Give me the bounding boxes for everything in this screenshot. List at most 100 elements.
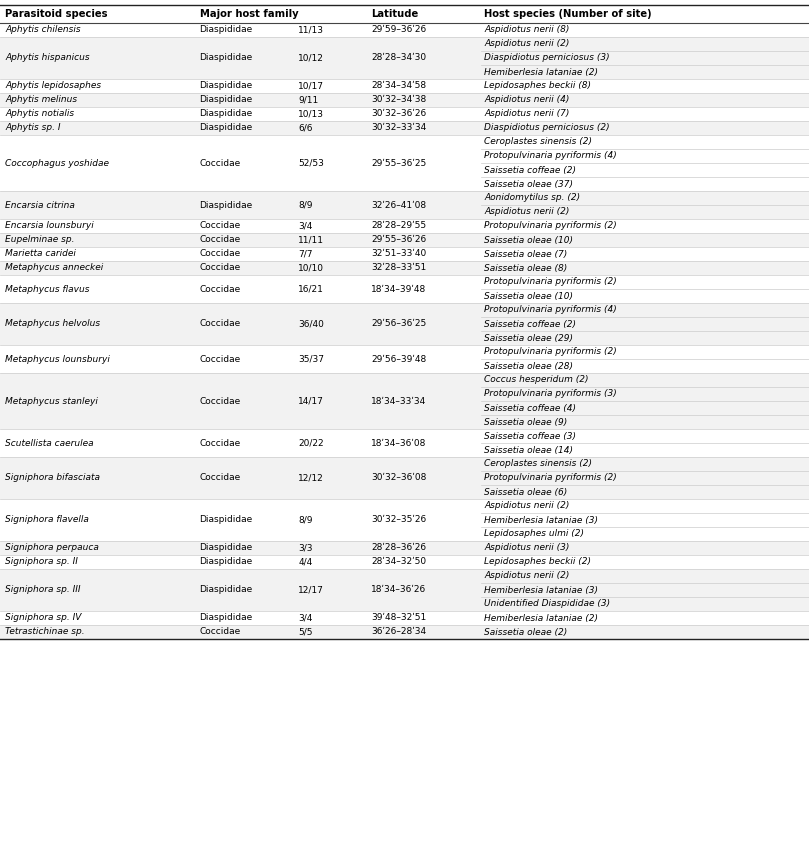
Text: 32ʹ26–41ʹ08: 32ʹ26–41ʹ08 bbox=[371, 201, 426, 209]
Text: Parasitoid species: Parasitoid species bbox=[6, 9, 108, 19]
Bar bbox=[0, 37, 809, 79]
Text: 32ʹ28–33ʹ51: 32ʹ28–33ʹ51 bbox=[371, 263, 426, 273]
Text: Aphytis notialis: Aphytis notialis bbox=[6, 109, 74, 119]
Text: 6/6: 6/6 bbox=[299, 124, 313, 132]
Text: 28ʹ34–32ʹ50: 28ʹ34–32ʹ50 bbox=[371, 557, 426, 567]
Text: Aspidiotus nerii (2): Aspidiotus nerii (2) bbox=[485, 501, 570, 511]
Text: 28ʹ28–29ʹ55: 28ʹ28–29ʹ55 bbox=[371, 222, 426, 230]
Text: Signiphora flavella: Signiphora flavella bbox=[6, 516, 89, 524]
Text: Saissetia coffeae (4): Saissetia coffeae (4) bbox=[485, 403, 576, 412]
Text: Saissetia oleae (10): Saissetia oleae (10) bbox=[485, 235, 574, 245]
Text: Saissetia oleae (29): Saissetia oleae (29) bbox=[485, 334, 574, 342]
Text: 18ʹ34–36ʹ08: 18ʹ34–36ʹ08 bbox=[371, 439, 426, 447]
Bar bbox=[0, 219, 809, 233]
Text: Aspidiotus nerii (4): Aspidiotus nerii (4) bbox=[485, 96, 570, 104]
Text: Hemiberlesia lataniae (2): Hemiberlesia lataniae (2) bbox=[485, 68, 599, 76]
Text: 16/21: 16/21 bbox=[299, 285, 324, 294]
Text: 32ʹ51–33ʹ40: 32ʹ51–33ʹ40 bbox=[371, 250, 426, 258]
Text: Ceroplastes sinensis (2): Ceroplastes sinensis (2) bbox=[485, 460, 592, 468]
Text: Saissetia oleae (6): Saissetia oleae (6) bbox=[485, 488, 568, 496]
Text: Signiphora sp. II: Signiphora sp. II bbox=[6, 557, 78, 567]
Text: 4/4: 4/4 bbox=[299, 557, 312, 567]
Bar bbox=[0, 23, 809, 37]
Text: 18ʹ34–33ʹ34: 18ʹ34–33ʹ34 bbox=[371, 396, 426, 406]
Text: Coccidae: Coccidae bbox=[200, 396, 241, 406]
Text: Diaspididae: Diaspididae bbox=[200, 81, 253, 91]
Text: Protopulvinaria pyriformis (4): Protopulvinaria pyriformis (4) bbox=[485, 306, 617, 314]
Text: Aspidiotus nerii (2): Aspidiotus nerii (2) bbox=[485, 572, 570, 580]
Text: Unidentified Diaspididae (3): Unidentified Diaspididae (3) bbox=[485, 600, 611, 608]
Text: 28ʹ28–36ʹ26: 28ʹ28–36ʹ26 bbox=[371, 544, 426, 552]
Text: Saissetia oleae (2): Saissetia oleae (2) bbox=[485, 628, 568, 636]
Text: Coccus hesperidum (2): Coccus hesperidum (2) bbox=[485, 375, 589, 385]
Text: 30ʹ32–36ʹ26: 30ʹ32–36ʹ26 bbox=[371, 109, 426, 119]
Text: 28ʹ34–34ʹ58: 28ʹ34–34ʹ58 bbox=[371, 81, 426, 91]
Text: 5/5: 5/5 bbox=[299, 628, 313, 636]
Text: 8/9: 8/9 bbox=[299, 201, 313, 209]
Bar bbox=[0, 541, 809, 555]
Text: 3/3: 3/3 bbox=[299, 544, 313, 552]
Text: Protopulvinaria pyriformis (2): Protopulvinaria pyriformis (2) bbox=[485, 222, 617, 230]
Text: 18ʹ34–39ʹ48: 18ʹ34–39ʹ48 bbox=[371, 285, 426, 294]
Text: 7/7: 7/7 bbox=[299, 250, 313, 258]
Text: Saissetia coffeae (2): Saissetia coffeae (2) bbox=[485, 165, 576, 174]
Text: Tetrastichinae sp.: Tetrastichinae sp. bbox=[6, 628, 85, 636]
Bar bbox=[0, 569, 809, 611]
Text: Marietta caridei: Marietta caridei bbox=[6, 250, 76, 258]
Text: 11/13: 11/13 bbox=[299, 25, 324, 35]
Text: 36/40: 36/40 bbox=[299, 319, 324, 329]
Bar bbox=[0, 457, 809, 499]
Text: Aspidiotus nerii (2): Aspidiotus nerii (2) bbox=[485, 40, 570, 48]
Text: 8/9: 8/9 bbox=[299, 516, 313, 524]
Text: 29ʹ56–36ʹ25: 29ʹ56–36ʹ25 bbox=[371, 319, 426, 329]
Text: 10/10: 10/10 bbox=[299, 263, 324, 273]
Text: Coccidae: Coccidae bbox=[200, 222, 241, 230]
Text: Host species (Number of site): Host species (Number of site) bbox=[485, 9, 652, 19]
Text: Latitude: Latitude bbox=[371, 9, 418, 19]
Text: Encarsia lounsburyi: Encarsia lounsburyi bbox=[6, 222, 94, 230]
Text: 39ʹ48–32ʹ51: 39ʹ48–32ʹ51 bbox=[371, 613, 426, 623]
Text: 36ʹ26–28ʹ34: 36ʹ26–28ʹ34 bbox=[371, 628, 426, 636]
Text: 11/11: 11/11 bbox=[299, 235, 324, 245]
Bar bbox=[0, 611, 809, 625]
Text: 3/4: 3/4 bbox=[299, 222, 312, 230]
Text: Protopulvinaria pyriformis (2): Protopulvinaria pyriformis (2) bbox=[485, 278, 617, 286]
Text: Saissetia coffeae (2): Saissetia coffeae (2) bbox=[485, 319, 576, 329]
Text: Aphytis sp. I: Aphytis sp. I bbox=[6, 124, 61, 132]
Text: Lepidosaphes beckii (8): Lepidosaphes beckii (8) bbox=[485, 81, 591, 91]
Text: 30ʹ32–35ʹ26: 30ʹ32–35ʹ26 bbox=[371, 516, 426, 524]
Text: Aphytis hispanicus: Aphytis hispanicus bbox=[6, 53, 90, 63]
Text: 12/17: 12/17 bbox=[299, 585, 324, 595]
Text: 30ʹ32–33ʹ34: 30ʹ32–33ʹ34 bbox=[371, 124, 426, 132]
Text: Coccidae: Coccidae bbox=[200, 235, 241, 245]
Text: Major host family: Major host family bbox=[200, 9, 299, 19]
Text: Coccidae: Coccidae bbox=[200, 628, 241, 636]
Text: 3/4: 3/4 bbox=[299, 613, 312, 623]
Text: Saissetia coffeae (3): Saissetia coffeae (3) bbox=[485, 431, 576, 440]
Text: Diaspididae: Diaspididae bbox=[200, 585, 253, 595]
Text: Coccidae: Coccidae bbox=[200, 473, 241, 483]
Text: Diaspididae: Diaspididae bbox=[200, 53, 253, 63]
Text: Saissetia oleae (28): Saissetia oleae (28) bbox=[485, 362, 574, 370]
Text: Hemiberlesia lataniae (2): Hemiberlesia lataniae (2) bbox=[485, 613, 599, 623]
Text: Metaphycus lounsburyi: Metaphycus lounsburyi bbox=[6, 355, 110, 363]
Text: Aspidiotus nerii (8): Aspidiotus nerii (8) bbox=[485, 25, 570, 35]
Text: Protopulvinaria pyriformis (4): Protopulvinaria pyriformis (4) bbox=[485, 152, 617, 160]
Text: Coccidae: Coccidae bbox=[200, 439, 241, 447]
Bar bbox=[0, 345, 809, 373]
Text: Coccidae: Coccidae bbox=[200, 250, 241, 258]
Text: Scutellista caerulea: Scutellista caerulea bbox=[6, 439, 94, 447]
Text: 12/12: 12/12 bbox=[299, 473, 324, 483]
Text: Lepidosaphes ulmi (2): Lepidosaphes ulmi (2) bbox=[485, 529, 584, 539]
Bar bbox=[0, 135, 809, 191]
Text: Saissetia oleae (8): Saissetia oleae (8) bbox=[485, 263, 568, 273]
Text: Signiphora perpauca: Signiphora perpauca bbox=[6, 544, 100, 552]
Bar bbox=[0, 261, 809, 275]
Text: Diaspididae: Diaspididae bbox=[200, 109, 253, 119]
Text: Diaspididae: Diaspididae bbox=[200, 516, 253, 524]
Bar bbox=[0, 191, 809, 219]
Text: Signiphora sp. III: Signiphora sp. III bbox=[6, 585, 81, 595]
Text: Aphytis chilensis: Aphytis chilensis bbox=[6, 25, 81, 35]
Bar bbox=[0, 625, 809, 639]
Text: Diaspididae: Diaspididae bbox=[200, 25, 253, 35]
